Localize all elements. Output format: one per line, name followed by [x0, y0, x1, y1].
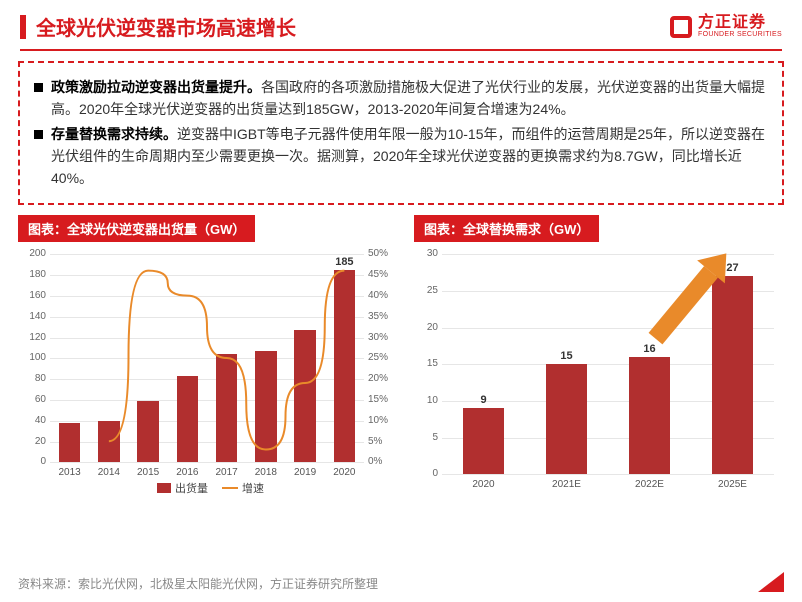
gridline — [50, 379, 364, 380]
title-underline — [20, 49, 782, 51]
x-label: 2014 — [98, 467, 120, 478]
bullet-2-bold: 存量替换需求持续。 — [51, 126, 177, 142]
gridline — [50, 254, 364, 255]
x-label: 2013 — [59, 467, 81, 478]
legend-bar: 出货量 — [157, 480, 208, 496]
chart2-title: 图表：全球替换需求（GW） — [414, 215, 599, 242]
bar-value-label: 16 — [643, 343, 655, 355]
source-line: 资料来源：索比光伏网，北极星太阳能光伏网，方正证券研究所整理 — [18, 572, 784, 592]
logo-text-en: FOUNDER SECURITIES — [698, 31, 782, 38]
y-left-tick: 160 — [18, 290, 46, 301]
gridline — [50, 358, 364, 359]
bar — [98, 421, 120, 463]
gridline — [50, 275, 364, 276]
bullet-1-bold: 政策激励拉动逆变器出货量提升。 — [51, 79, 261, 95]
swatch-line-icon — [222, 487, 238, 489]
bar-value-label: 27 — [726, 262, 738, 274]
y-right-tick: 0% — [368, 456, 382, 467]
y-left-tick: 200 — [18, 248, 46, 259]
bar — [712, 276, 754, 474]
y-left-tick: 0 — [18, 456, 46, 467]
chart2-plot: 0 5 10 15 20 25 30 9 2020 15 2021E 16 2022E 27 2025E — [414, 248, 784, 498]
gridline — [442, 254, 774, 255]
bar — [255, 351, 277, 462]
bar — [546, 364, 588, 474]
y-right-tick: 10% — [368, 415, 388, 426]
y-right-tick: 5% — [368, 436, 382, 447]
chart1-legend: 出货量增速 — [157, 480, 264, 496]
gridline — [50, 400, 364, 401]
charts-row: 图表：全球光伏逆变器出货量（GW） 0204060801001201401601… — [0, 215, 802, 498]
bar — [216, 354, 238, 462]
gridline — [442, 474, 774, 475]
bar — [629, 357, 671, 474]
gridline — [50, 317, 364, 318]
bullet-square-icon — [34, 130, 43, 139]
gridline — [50, 462, 364, 463]
logo-text-cn: 方正证券 — [698, 15, 782, 31]
x-label: 2015 — [137, 467, 159, 478]
bar — [137, 401, 159, 462]
y-left-tick: 180 — [18, 269, 46, 280]
y-left-tick: 40 — [18, 415, 46, 426]
source-text: 资料来源：索比光伏网，北极星太阳能光伏网，方正证券研究所整理 — [18, 575, 378, 592]
chart1-title: 图表：全球光伏逆变器出货量（GW） — [18, 215, 255, 242]
y-tick: 30 — [414, 248, 438, 259]
y-left-tick: 120 — [18, 332, 46, 343]
y-right-tick: 15% — [368, 394, 388, 405]
corner-mark-icon — [758, 572, 784, 592]
y-left-tick: 100 — [18, 352, 46, 363]
bar-value-label: 185 — [335, 256, 353, 268]
bullet-2: 存量替换需求持续。逆变器中IGBT等电子元器件使用年限一般为10-15年，而组件… — [34, 124, 768, 189]
y-tick: 0 — [414, 468, 438, 479]
chart-replacement: 图表：全球替换需求（GW） 0 5 10 15 20 25 30 9 2020 15 2021E 16… — [414, 215, 784, 498]
x-label: 2019 — [294, 467, 316, 478]
title-accent-bar — [20, 15, 26, 39]
y-left-tick: 20 — [18, 436, 46, 447]
x-label: 2018 — [255, 467, 277, 478]
x-label: 2021E — [552, 479, 581, 490]
y-right-tick: 40% — [368, 290, 388, 301]
gridline — [50, 338, 364, 339]
x-label: 2020 — [333, 467, 355, 478]
page-title: 全球光伏逆变器市场高速增长 — [36, 12, 670, 41]
y-tick: 5 — [414, 432, 438, 443]
y-right-tick: 35% — [368, 311, 388, 322]
gridline — [50, 296, 364, 297]
bar — [59, 423, 81, 463]
bar — [177, 376, 199, 462]
y-left-tick: 140 — [18, 311, 46, 322]
y-right-tick: 30% — [368, 332, 388, 343]
chart1-plot: 0 20 40 60 80 100 120 140 160 180 200 0% 5% 10% 15% 20%… — [18, 248, 398, 498]
x-label: 2017 — [216, 467, 238, 478]
title-bar: 全球光伏逆变器市场高速增长 方正证券 FOUNDER SECURITIES — [0, 0, 802, 45]
chart-shipments: 图表：全球光伏逆变器出货量（GW） 0 20 40 60 80 100 120 140 160 1… — [18, 215, 398, 498]
y-tick: 25 — [414, 285, 438, 296]
y-right-tick: 50% — [368, 248, 388, 259]
legend-line: 增速 — [222, 480, 264, 496]
y-left-tick: 60 — [18, 394, 46, 405]
y-tick: 10 — [414, 395, 438, 406]
y-tick: 20 — [414, 322, 438, 333]
y-right-tick: 45% — [368, 269, 388, 280]
bullet-square-icon — [34, 83, 43, 92]
bar — [294, 330, 316, 462]
y-right-tick: 20% — [368, 373, 388, 384]
bullet-1: 政策激励拉动逆变器出货量提升。各国政府的各项激励措施极大促进了光伏行业的发展，光… — [34, 77, 768, 120]
swatch-bar-icon — [157, 483, 171, 493]
x-label: 2025E — [718, 479, 747, 490]
x-label: 2022E — [635, 479, 664, 490]
logo: 方正证券 FOUNDER SECURITIES — [670, 15, 782, 38]
y-right-tick: 25% — [368, 352, 388, 363]
logo-icon — [670, 16, 692, 38]
x-label: 2016 — [176, 467, 198, 478]
bar-value-label: 15 — [560, 350, 572, 362]
bar-value-label: 9 — [480, 394, 486, 406]
notes-box: 政策激励拉动逆变器出货量提升。各国政府的各项激励措施极大促进了光伏行业的发展，光… — [18, 61, 784, 205]
y-left-tick: 80 — [18, 373, 46, 384]
x-label: 2020 — [472, 479, 494, 490]
bar — [334, 270, 356, 462]
y-tick: 15 — [414, 358, 438, 369]
bar — [463, 408, 505, 474]
